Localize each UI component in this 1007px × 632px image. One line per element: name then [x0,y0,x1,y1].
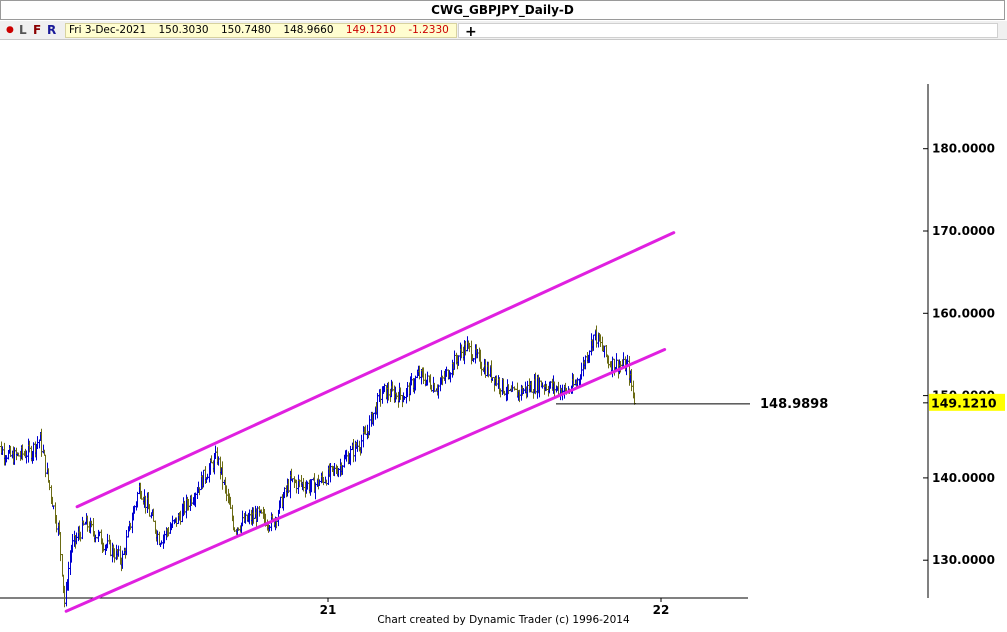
chart-toolbar: ● L F R Fri 3-Dec-2021 150.3030 150.7480… [0,21,1007,40]
record-button[interactable]: ● [6,25,14,35]
y-tick-label: 170.0000 [932,224,995,238]
x-tick-label: 22 [653,603,670,614]
horizontal-line: 148.9898 [556,397,828,412]
y-tick-label: 180.0000 [932,142,995,156]
ohlc-change: -1.2330 [408,24,449,36]
level-label: 148.9898 [760,397,828,412]
ohlc-close: 149.1210 [345,24,396,36]
price-bar [81,516,84,540]
ohlc-open: 150.3030 [158,24,209,36]
fib-tool-button[interactable]: F [33,23,42,37]
last-price-label: 149.1210 [931,395,997,410]
trend-channel [64,231,676,613]
ohlc-high: 150.7480 [220,24,272,36]
price-bar [59,532,62,562]
ohlc-readout: Fri 3-Dec-2021 150.3030 150.7480 148.966… [65,23,457,38]
last-price-marker: 149.1210 [923,393,1005,411]
y-tick-label: 140.0000 [932,471,995,485]
price-bar [352,439,355,463]
price-bar [44,454,47,478]
price-bar [615,353,618,371]
last-price-box [929,393,1005,411]
x-tick-label: 21 [320,603,337,614]
price-bar [171,515,174,528]
price-bar [63,585,66,608]
price-bar [61,554,64,577]
y-tick-label: 160.0000 [932,306,995,320]
price-bar [295,479,298,494]
ohlc-date: Fri 3-Dec-2021 [69,24,147,36]
price-bars [0,325,636,608]
add-indicator-button[interactable]: + [465,24,477,40]
chart-window-title: CWG_GBPJPY_Daily-D [0,0,1005,20]
price-bar [125,530,128,556]
chart-credit: Chart created by Dynamic Trader (c) 1996… [377,614,630,626]
ratio-tool-button[interactable]: R [47,23,57,37]
channel-lower-line [64,348,667,613]
toolbar-scroll-area: + [458,23,998,40]
ohlc-low: 148.9660 [283,24,334,36]
y-tick-label: 130.0000 [932,553,995,567]
channel-upper-line [75,231,676,509]
line-tool-button[interactable]: L [19,23,27,37]
y-axis: 180.0000170.0000160.0000150.0000140.0000… [923,142,1005,567]
price-bar [221,461,224,490]
x-axis: 21 22 [320,598,670,614]
